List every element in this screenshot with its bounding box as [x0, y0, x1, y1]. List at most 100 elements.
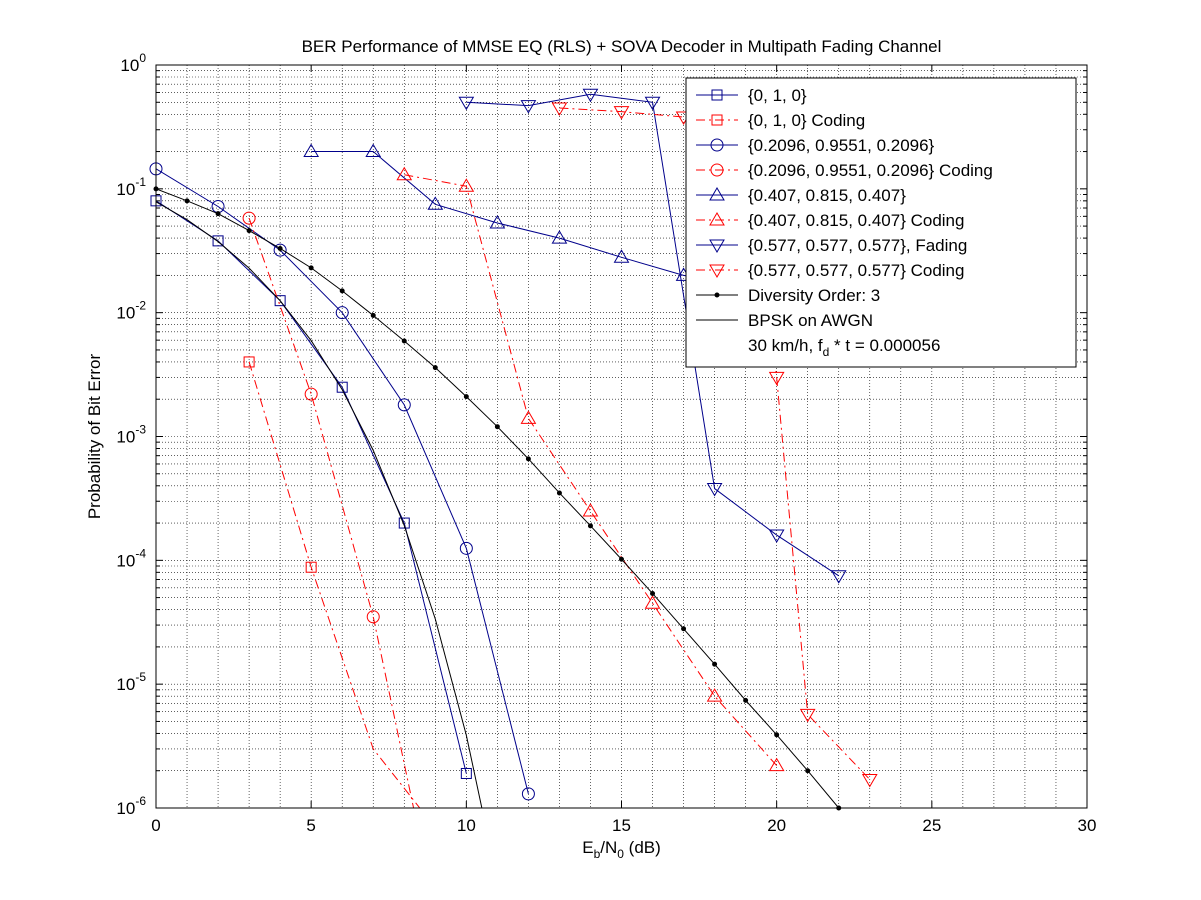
marker-triangle-down [582, 88, 599, 103]
marker-square [336, 381, 348, 393]
x-tick-label: 20 [767, 816, 786, 835]
legend-label: {0.407, 0.815, 0.407} Coding [748, 211, 964, 230]
chart-title: BER Performance of MMSE EQ (RLS) + SOVA … [302, 37, 942, 56]
x-axis-label-tail: (dB) [624, 838, 661, 857]
marker-dot [370, 312, 376, 318]
marker-triangle-down [830, 570, 847, 584]
legend-item: Diversity Order: 3 [696, 286, 880, 305]
series-line [311, 151, 715, 282]
marker-triangle-up [709, 187, 725, 201]
marker-dot [494, 424, 500, 430]
marker-dot [681, 626, 687, 632]
marker-triangle-down [799, 708, 816, 723]
x-axis-label-mid: /N [600, 838, 617, 857]
marker-triangle-down [520, 100, 537, 114]
marker-square [398, 517, 410, 529]
marker-triangle-up [303, 143, 320, 158]
marker-triangle-down [551, 102, 568, 116]
marker-triangle-up [706, 688, 723, 702]
marker-triangle-down [768, 529, 785, 544]
legend-item: {0, 1, 0} Coding [696, 111, 865, 130]
marker-dot [277, 245, 283, 251]
series-1 [243, 356, 421, 808]
legend-item: {0, 1, 0} [696, 86, 807, 105]
marker-triangle-up [768, 757, 785, 772]
x-tick-label: 0 [151, 816, 160, 835]
legend-label: Diversity Order: 3 [748, 286, 880, 305]
marker-square [274, 295, 286, 307]
marker-triangle-down [768, 371, 785, 386]
marker-dot [432, 365, 438, 371]
y-tick-label: 10-6 [116, 794, 146, 818]
legend-label: {0.407, 0.815, 0.407} [748, 186, 906, 205]
marker-triangle-up [709, 212, 725, 226]
marker-dot [215, 211, 221, 217]
marker-dot [184, 198, 190, 204]
x-tick-label: 15 [612, 816, 631, 835]
x-tick-label: 5 [306, 816, 315, 835]
y-tick-label: 10-2 [116, 299, 146, 323]
series-9 [156, 201, 483, 808]
marker-dot [463, 394, 469, 400]
x-tick-label: 30 [1078, 816, 1097, 835]
legend-label: {0.2096, 0.9551, 0.2096} Coding [748, 161, 993, 180]
marker-square [711, 89, 723, 101]
marker-triangle-down [644, 96, 661, 111]
x-axis-label-sub1: b [594, 847, 601, 861]
marker-circle [242, 211, 256, 225]
marker-circle [273, 243, 287, 257]
marker-circle [710, 163, 724, 177]
marker-square [711, 114, 723, 126]
marker-dot [587, 523, 593, 529]
y-tick-label: 10-5 [116, 670, 146, 694]
marker-dot [525, 456, 531, 462]
marker-circle [710, 138, 724, 152]
marker-circle [459, 541, 473, 555]
marker-dot [774, 732, 780, 738]
marker-triangle-up [489, 214, 506, 229]
axes: 0 5 10 15 20 25 30 100 10-1 10-2 10-3 10-4 10-5 10-6 [116, 51, 1096, 835]
marker-triangle-up [427, 196, 444, 210]
legend-item: BPSK on AWGN [696, 311, 873, 330]
x-tick-label: 25 [922, 816, 941, 835]
marker-triangle-down [709, 264, 725, 278]
x-axis-label-main: E [582, 838, 593, 857]
marker-circle [335, 306, 349, 320]
legend-box [685, 77, 1077, 368]
series-line [248, 217, 415, 808]
series-5 [396, 166, 785, 772]
legend-label: {0.577, 0.577, 0.577} Coding [748, 261, 964, 280]
marker-triangle-up [644, 595, 661, 609]
x-axis-label: Eb/N0 (dB) [582, 838, 661, 861]
marker-triangle-up [582, 503, 599, 517]
legend-item: {0.2096, 0.9551, 0.2096} Coding [696, 161, 993, 180]
marker-triangle-up [396, 166, 413, 181]
marker-square [460, 767, 472, 779]
y-tick-label: 10-1 [116, 175, 146, 199]
series-layer [149, 88, 878, 811]
marker-dot [308, 265, 314, 271]
series-3 [242, 211, 415, 808]
marker-triangle-down [706, 483, 723, 497]
marker-triangle-down [458, 96, 475, 111]
marker-circle [521, 787, 535, 801]
marker-circle [366, 610, 380, 624]
legend-item: {0.407, 0.815, 0.407} [696, 186, 906, 205]
legend-label: {0, 1, 0} Coding [748, 111, 865, 130]
marker-triangle-down [709, 239, 725, 253]
legend-label: {0.577, 0.577, 0.577}, Fading [748, 236, 967, 255]
marker-triangle-down [861, 773, 878, 788]
series-line [156, 201, 483, 808]
x-tick-label: 10 [457, 816, 476, 835]
series-line [559, 107, 871, 780]
marker-dot [714, 292, 720, 298]
marker-dot [556, 490, 562, 496]
y-axis-label: Probability of Bit Error [85, 353, 104, 519]
marker-circle [304, 387, 318, 401]
marker-dot [339, 288, 345, 294]
legend-label: {0.2096, 0.9551, 0.2096} [748, 136, 935, 155]
marker-dot [650, 590, 656, 596]
legend-item: {0.407, 0.815, 0.407} Coding [696, 211, 964, 230]
series-line [248, 361, 421, 808]
